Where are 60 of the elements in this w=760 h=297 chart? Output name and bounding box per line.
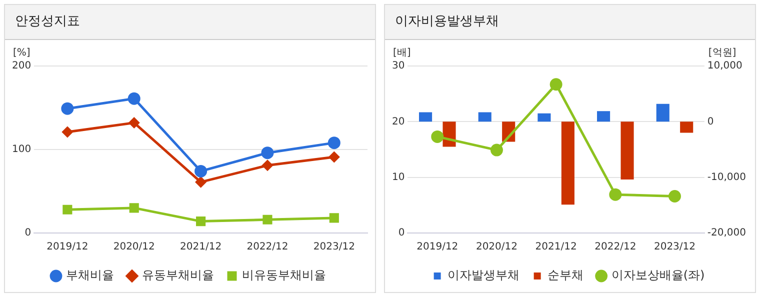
y-tick-label: 200 — [12, 60, 32, 72]
point — [431, 130, 444, 143]
legend-label: 이자보상배율(좌) — [611, 268, 705, 282]
chart-title: 안정성지표 — [5, 5, 375, 40]
legend-label: 이자발생부채 — [447, 268, 520, 282]
x-tick-label: 2019/12 — [46, 242, 88, 253]
legend-label: 부채비율 — [66, 268, 114, 282]
y-tick-label: 10 — [392, 172, 405, 183]
point — [609, 188, 622, 201]
x-tick-label: 2023/12 — [654, 242, 696, 253]
y-axis-title: [%] — [13, 48, 30, 59]
point — [194, 164, 208, 178]
bar — [561, 122, 574, 205]
y-tick-label: 0 — [398, 228, 405, 239]
chart-title: 이자비용발생부채 — [385, 5, 755, 40]
point — [261, 146, 274, 160]
y2-tick-label: 0 — [707, 116, 714, 128]
point — [550, 78, 562, 91]
point — [196, 216, 206, 226]
point — [328, 152, 340, 162]
point — [128, 118, 140, 128]
point — [262, 214, 272, 224]
bar — [597, 111, 610, 122]
legend-label: 비유동부채비율 — [242, 268, 326, 282]
y-tick-label: 30 — [392, 60, 405, 72]
y-tick-label: 20 — [392, 116, 405, 128]
point — [128, 92, 140, 105]
bar — [620, 122, 634, 180]
y-tick-label: 100 — [12, 144, 32, 156]
y-tick-label: 0 — [24, 228, 32, 239]
legend-label: 순부채 — [547, 268, 584, 282]
y2-tick-label: -10,000 — [707, 172, 746, 183]
x-tick-label: 2023/12 — [313, 242, 355, 253]
point — [668, 190, 681, 203]
x-tick-label: 2022/12 — [594, 242, 636, 253]
point — [61, 102, 74, 115]
x-tick-label: 2020/12 — [476, 242, 518, 253]
point — [328, 136, 340, 150]
bar — [538, 113, 551, 122]
bar — [680, 122, 694, 133]
y2-axis-title: [억원] — [708, 48, 736, 59]
y-axis-title: [배] — [393, 48, 411, 59]
point — [329, 213, 339, 223]
legend-label: 유동부채비율 — [142, 268, 214, 282]
point — [490, 144, 503, 156]
point — [262, 160, 273, 171]
point — [62, 126, 73, 138]
point — [129, 203, 139, 213]
x-tick-label: 2021/12 — [180, 242, 222, 253]
bar — [656, 104, 670, 122]
x-tick-label: 2020/12 — [113, 242, 155, 253]
bar — [419, 112, 432, 122]
point — [196, 176, 206, 188]
y2-tick-label: 10,000 — [707, 60, 742, 72]
x-tick-label: 2019/12 — [416, 242, 458, 253]
bar — [478, 112, 492, 122]
x-tick-label: 2022/12 — [246, 242, 288, 253]
point — [62, 204, 72, 214]
y2-tick-label: -20,000 — [707, 228, 746, 239]
x-tick-label: 2021/12 — [535, 242, 577, 253]
